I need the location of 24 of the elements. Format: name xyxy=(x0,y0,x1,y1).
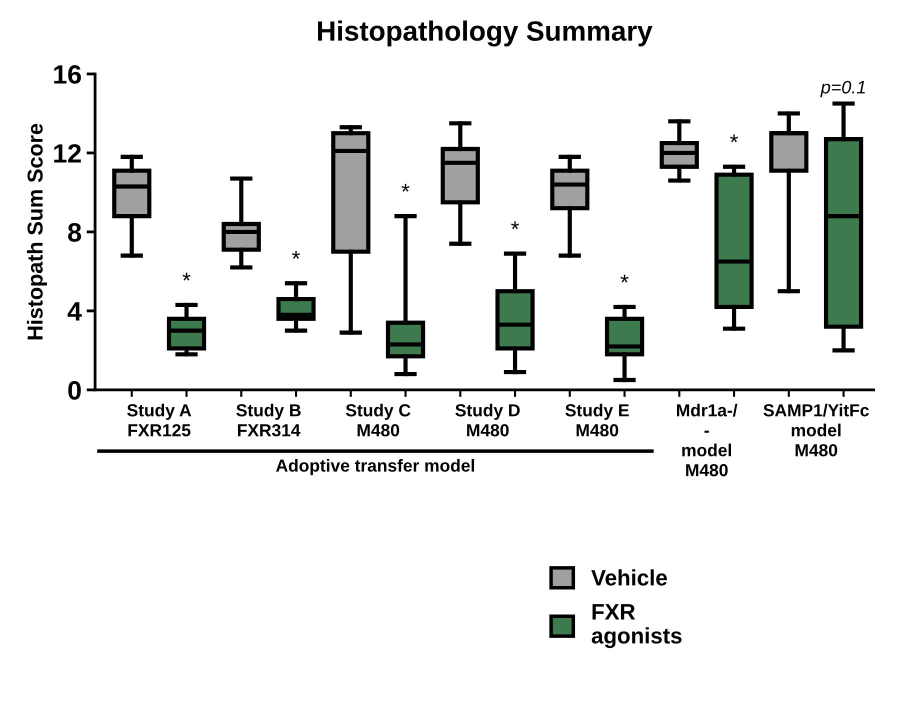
x-tick-label: Study C M480 xyxy=(346,404,410,436)
legend-label: Vehicle xyxy=(591,569,667,586)
x-tick-label: Mdr1a-/ - model M480 xyxy=(676,404,738,476)
x-tick-label: Study B FXR314 xyxy=(236,404,301,436)
legend-label: FXR agonists xyxy=(592,604,682,648)
x-tick-label: SAMP1/YitFc model M480 xyxy=(763,404,869,456)
x-tick-label: Study D M480 xyxy=(455,404,520,436)
chart-title: Histopathology Summary xyxy=(318,20,652,47)
y-tick-label: 8 xyxy=(68,223,82,242)
y-axis-title: Histopath Sum Score xyxy=(26,124,47,340)
x-tick-label: Study A FXR125 xyxy=(127,404,192,436)
x-tick-label: Study E M480 xyxy=(565,404,629,436)
annotation: * xyxy=(292,251,300,259)
y-tick-label: 0 xyxy=(68,381,81,400)
y-tick-label: 12 xyxy=(54,144,81,162)
annotation: * xyxy=(511,221,520,230)
annotation: p=0.1 xyxy=(820,80,865,98)
annotation: * xyxy=(730,134,738,142)
y-tick-label: 4 xyxy=(68,302,82,320)
annotation: * xyxy=(402,184,410,192)
annotation: * xyxy=(620,274,629,282)
text: Adoptive transfer model xyxy=(276,458,474,476)
y-tick-label: 16 xyxy=(54,65,81,84)
annotation: * xyxy=(182,272,190,281)
